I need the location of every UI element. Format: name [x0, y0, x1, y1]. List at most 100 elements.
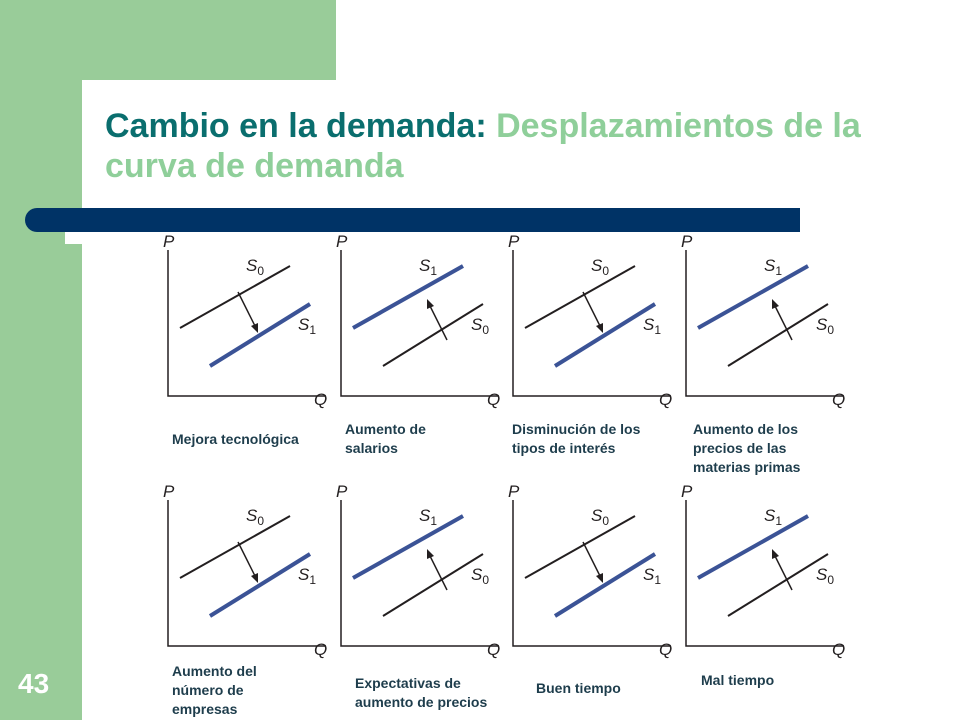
original-curve-label: S0: [471, 315, 489, 337]
shift-arrowhead: [427, 299, 434, 309]
shift-arrow: [428, 553, 448, 591]
quantity-axis-label: Q: [659, 640, 672, 659]
diagram-caption: Expectativas de aumento de precios: [355, 675, 488, 710]
diagram-svg: P Q S0 S1: [508, 232, 672, 409]
original-supply-curve: [727, 303, 829, 367]
supply-shift-diagram: P Q S1 S0: [678, 232, 858, 412]
price-axis-label: P: [681, 232, 693, 251]
shift-arrowhead: [251, 573, 258, 583]
diagram-caption: Mal tiempo: [701, 672, 775, 688]
new-curve-label: S1: [643, 315, 661, 337]
original-supply-curve: [382, 303, 484, 367]
shift-arrowhead: [596, 573, 603, 583]
diagram-svg: P Q S1 S0: [681, 482, 845, 659]
price-axis-label: P: [336, 232, 348, 251]
shift-arrow: [773, 553, 793, 591]
new-curve-label: S1: [419, 256, 437, 278]
supply-shift-diagram: P Q S0 S1: [160, 232, 340, 412]
diagram-svg: P Q S1 S0: [681, 232, 845, 409]
shift-arrowhead: [427, 549, 434, 559]
new-curve-label: S1: [764, 256, 782, 278]
price-axis-label: P: [163, 232, 175, 251]
diagram-svg: P Q S0 S1: [163, 482, 327, 659]
new-supply-curve: [697, 264, 809, 330]
shift-arrowhead: [251, 323, 258, 333]
diagram-caption: Aumento del número de empresas: [172, 663, 257, 717]
original-curve-label: S0: [816, 565, 834, 587]
slide-title: Cambio en la demanda: Desplazamientos de…: [105, 106, 925, 186]
new-curve-label: S1: [419, 506, 437, 528]
title-divider-bar: [25, 208, 800, 232]
shift-arrow: [237, 541, 257, 579]
divider-notch: [65, 232, 162, 244]
diagram-svg: P Q S0 S1: [163, 232, 327, 409]
diagram-svg: P Q S0 S1: [508, 482, 672, 659]
new-supply-curve: [697, 514, 809, 580]
original-supply-curve: [179, 265, 291, 329]
original-curve-label: S0: [816, 315, 834, 337]
original-supply-curve: [179, 515, 291, 579]
new-supply-curve: [352, 514, 464, 580]
axes-lines: [167, 500, 326, 647]
quantity-axis-label: Q: [832, 390, 845, 409]
shift-arrow: [582, 291, 602, 329]
diagram-caption: Disminución de los tipos de interés: [512, 421, 641, 456]
axes-lines: [340, 500, 499, 647]
diagram-caption: Aumento de salarios: [345, 421, 426, 456]
shift-arrowhead: [772, 549, 779, 559]
quantity-axis-label: Q: [314, 390, 327, 409]
shift-arrow: [428, 303, 448, 341]
content-panel: [82, 80, 960, 720]
new-supply-curve: [208, 552, 312, 618]
price-axis-label: P: [163, 482, 175, 501]
new-curve-label: S1: [643, 565, 661, 587]
price-axis-label: P: [508, 232, 520, 251]
diagram-caption: Buen tiempo: [536, 680, 621, 696]
price-axis-label: P: [508, 482, 520, 501]
shift-arrowhead: [596, 323, 603, 333]
diagram-svg: P Q S1 S0: [336, 482, 500, 659]
axes-lines: [512, 500, 671, 647]
title-part-2: Desplazamientos de la curva de demanda: [105, 107, 861, 185]
supply-shift-diagram: P Q S0 S1: [505, 482, 685, 662]
shift-arrow: [582, 541, 602, 579]
original-curve-label: S0: [471, 565, 489, 587]
new-curve-label: S1: [298, 565, 316, 587]
quantity-axis-label: Q: [487, 640, 500, 659]
original-curve-label: S0: [591, 256, 609, 278]
new-curve-label: S1: [298, 315, 316, 337]
quantity-axis-label: Q: [659, 390, 672, 409]
supply-shift-diagram: P Q S1 S0: [678, 482, 858, 662]
diagram-caption: Aumento de los precios de las materias p…: [693, 421, 801, 475]
quantity-axis-label: Q: [487, 390, 500, 409]
axes-lines: [685, 250, 844, 397]
original-supply-curve: [524, 515, 636, 579]
axes-lines: [340, 250, 499, 397]
price-axis-label: P: [681, 482, 693, 501]
shift-arrow: [237, 291, 257, 329]
slide-number: 43: [18, 668, 50, 699]
original-curve-label: S0: [591, 506, 609, 528]
original-supply-curve: [524, 265, 636, 329]
new-supply-curve: [352, 264, 464, 330]
new-curve-label: S1: [764, 506, 782, 528]
title-part-1: Cambio en la demanda:: [105, 107, 487, 145]
new-supply-curve: [553, 552, 657, 618]
price-axis-label: P: [336, 482, 348, 501]
axes-lines: [167, 250, 326, 397]
original-supply-curve: [382, 553, 484, 617]
original-curve-label: S0: [246, 256, 264, 278]
green-left-band: [0, 0, 82, 720]
quantity-axis-label: Q: [832, 640, 845, 659]
diagram-svg: P Q S1 S0: [336, 232, 500, 409]
shift-arrowhead: [772, 299, 779, 309]
quantity-axis-label: Q: [314, 640, 327, 659]
diagram-caption: Mejora tecnológica: [172, 431, 299, 447]
supply-shift-diagram: P Q S1 S0: [333, 482, 513, 662]
original-supply-curve: [727, 553, 829, 617]
new-supply-curve: [553, 302, 657, 368]
supply-shift-diagram: P Q S1 S0: [333, 232, 513, 412]
new-supply-curve: [208, 302, 312, 368]
original-curve-label: S0: [246, 506, 264, 528]
axes-lines: [512, 250, 671, 397]
